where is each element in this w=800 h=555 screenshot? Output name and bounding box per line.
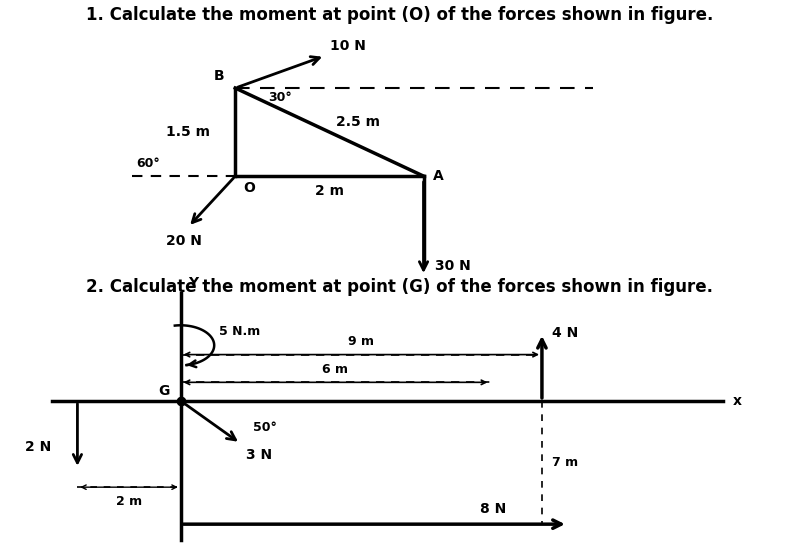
Text: A: A <box>433 169 444 183</box>
Text: B: B <box>214 69 224 83</box>
Text: 50°: 50° <box>253 421 277 434</box>
Text: 2 m: 2 m <box>315 184 344 198</box>
Text: 1. Calculate the moment at point (O) of the forces shown in figure.: 1. Calculate the moment at point (O) of … <box>86 6 714 24</box>
Text: 7 m: 7 m <box>552 456 578 469</box>
Text: 2.5 m: 2.5 m <box>336 115 380 129</box>
Text: 20 N: 20 N <box>166 234 202 248</box>
Text: 3 N: 3 N <box>246 448 272 462</box>
Text: x: x <box>733 394 742 408</box>
Text: 1.5 m: 1.5 m <box>166 125 210 139</box>
Text: 4 N: 4 N <box>552 326 578 340</box>
Text: 2. Calculate the moment at point (G) of the forces shown in figure.: 2. Calculate the moment at point (G) of … <box>86 278 714 295</box>
Text: 2 N: 2 N <box>26 440 52 454</box>
Text: 6 m: 6 m <box>322 362 349 376</box>
Text: 9 m: 9 m <box>348 335 374 349</box>
Text: 2 m: 2 m <box>116 495 142 508</box>
Text: 8 N: 8 N <box>480 502 506 517</box>
Text: G: G <box>158 384 170 398</box>
Text: 5 N.m: 5 N.m <box>219 325 261 338</box>
Text: 10 N: 10 N <box>330 39 366 53</box>
Text: Y: Y <box>188 276 198 290</box>
Text: 60°: 60° <box>137 157 160 170</box>
Text: 30 N: 30 N <box>435 259 470 273</box>
Text: O: O <box>243 181 254 195</box>
Text: 30°: 30° <box>268 91 292 104</box>
